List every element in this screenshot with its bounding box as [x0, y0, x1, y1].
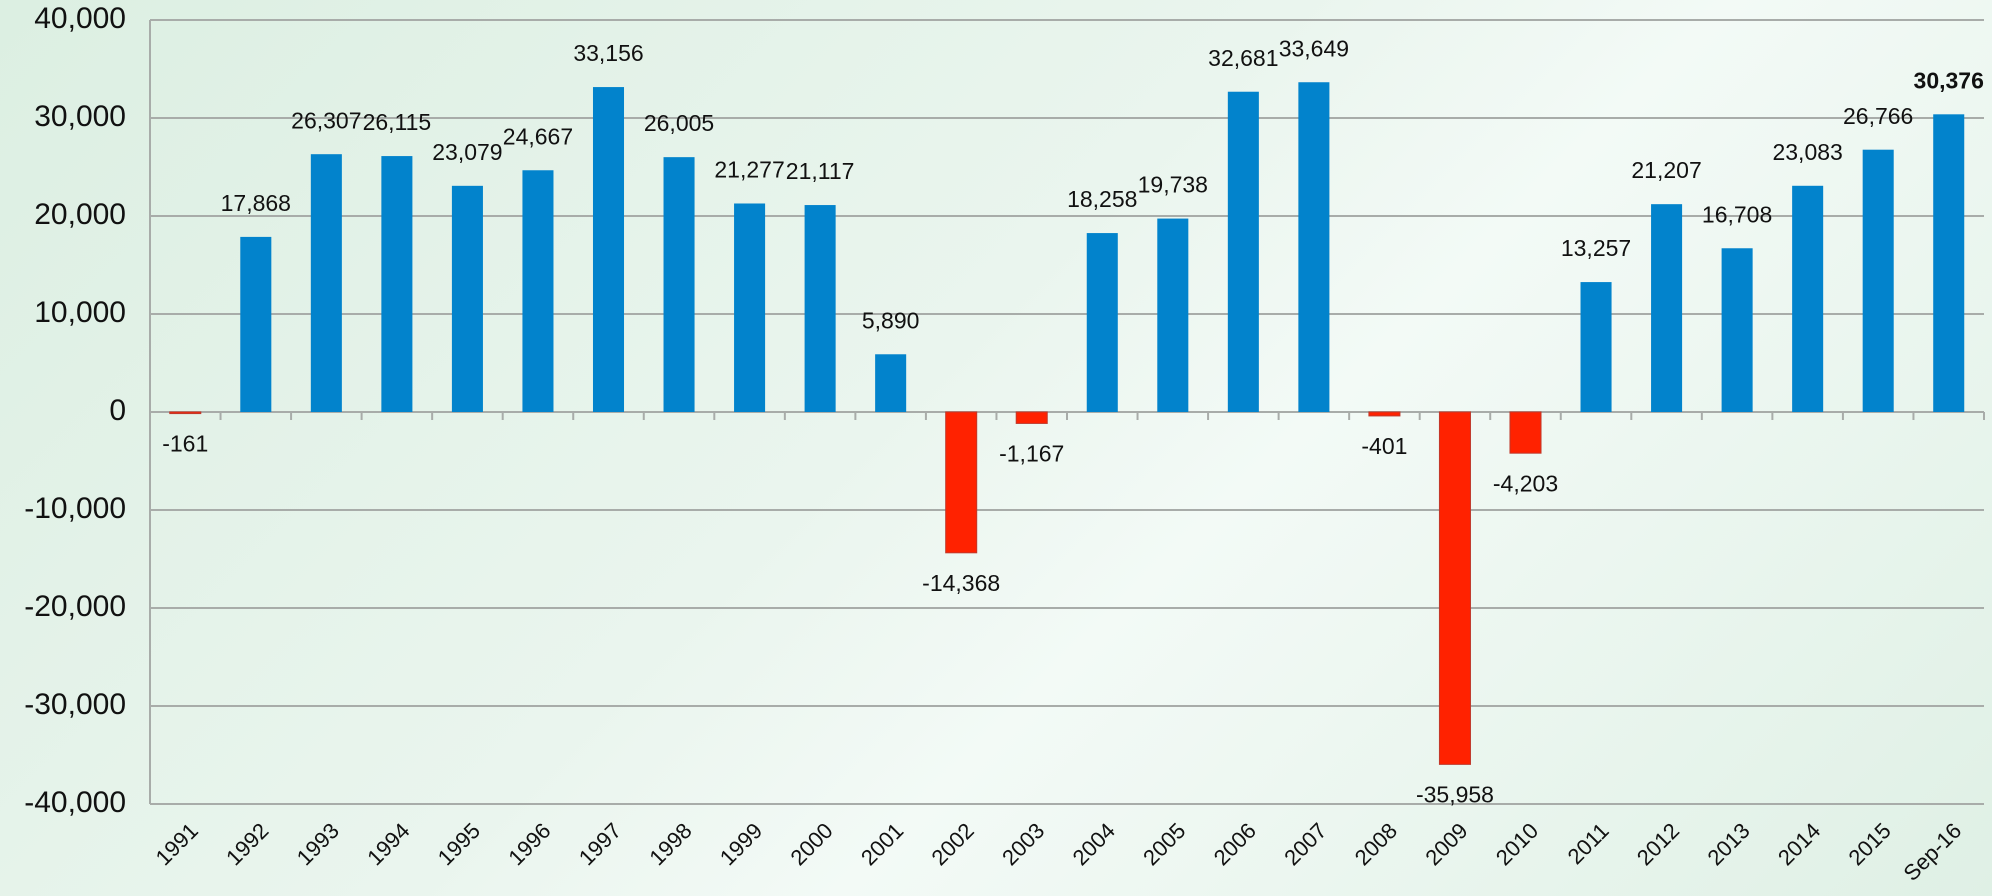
value-label: -4,203: [1493, 470, 1558, 496]
bar: [1086, 233, 1118, 412]
x-tick-label: 2002: [927, 818, 979, 870]
value-label: 23,083: [1772, 139, 1842, 165]
bar: [1298, 82, 1330, 412]
bar: [1157, 218, 1189, 412]
x-tick-label: 1999: [715, 818, 767, 870]
x-tick-label: Sep-16: [1899, 818, 1967, 886]
y-tick-label: -30,000: [24, 688, 126, 721]
value-label: -14,368: [922, 570, 1000, 596]
value-label: 13,257: [1561, 235, 1631, 261]
x-tick-label: 2015: [1844, 818, 1896, 870]
bar: [1368, 411, 1401, 417]
y-tick-label: 0: [109, 394, 126, 427]
bar: [451, 185, 483, 412]
value-label: 24,667: [503, 123, 573, 149]
bar: [169, 411, 202, 415]
y-tick-label: 20,000: [34, 198, 126, 231]
value-label: 21,117: [786, 158, 855, 184]
y-tick-label: 10,000: [34, 296, 126, 329]
value-label: -401: [1361, 433, 1407, 459]
x-tick-label: 2005: [1138, 818, 1190, 870]
x-tick-label: 2011: [1563, 818, 1614, 869]
x-tick-label: 1994: [362, 818, 414, 870]
bar: [663, 157, 695, 412]
value-label: 21,207: [1631, 157, 1701, 183]
x-tick-label: 1997: [574, 818, 626, 870]
bar: [1862, 149, 1894, 412]
x-tick-label: 2008: [1350, 818, 1402, 870]
value-label: 16,708: [1702, 201, 1772, 227]
value-label: 32,681: [1208, 45, 1278, 71]
x-tick-label: 1996: [503, 818, 555, 870]
bar: [381, 156, 413, 412]
x-tick-label: 1995: [433, 818, 485, 870]
bar: [945, 411, 978, 554]
value-label: 17,868: [221, 190, 291, 216]
bar: [1438, 411, 1471, 765]
bar: [1721, 248, 1753, 412]
value-label: 33,156: [573, 40, 643, 66]
value-label: 33,649: [1279, 35, 1349, 61]
bar: [1651, 204, 1683, 412]
value-label: 30,376: [1914, 67, 1984, 93]
bar: [875, 354, 907, 412]
bar: [734, 203, 766, 412]
x-tick-label: 2003: [997, 818, 1049, 870]
value-label: -1,167: [999, 441, 1064, 467]
bar: [1792, 185, 1824, 412]
bar: [1227, 91, 1259, 412]
x-tick-label: 2009: [1420, 818, 1472, 870]
value-label: 18,258: [1067, 186, 1137, 212]
bar: [240, 236, 272, 412]
value-label: 21,277: [714, 157, 784, 183]
bar: [522, 170, 554, 412]
bar: [804, 205, 836, 412]
bar: [592, 87, 625, 412]
y-tick-label: -40,000: [24, 786, 126, 819]
value-label: 26,005: [644, 110, 714, 136]
value-label: 26,766: [1843, 103, 1913, 129]
x-tick-label: 2012: [1632, 818, 1684, 870]
value-label: 23,079: [432, 139, 502, 165]
bar: [310, 154, 342, 412]
bar: [1015, 411, 1048, 424]
value-label: -35,958: [1416, 781, 1494, 807]
bar: [1580, 282, 1612, 412]
x-tick-label: 2007: [1279, 818, 1331, 870]
y-tick-label: 40,000: [34, 2, 126, 35]
x-tick-label: 1998: [644, 818, 696, 870]
x-tick-label: 2006: [1209, 818, 1261, 870]
x-tick-label: 2001: [856, 818, 908, 870]
y-tick-label: -10,000: [24, 492, 126, 525]
x-tick-label: 2013: [1702, 818, 1754, 870]
bar: [1933, 114, 1965, 413]
x-tick-label: 2010: [1491, 818, 1543, 870]
value-label: 26,115: [363, 109, 432, 135]
y-tick-label: 30,000: [34, 100, 126, 133]
x-tick-label: 1991: [151, 818, 203, 870]
value-label: 19,738: [1138, 172, 1208, 198]
x-tick-label: 1992: [221, 818, 273, 870]
y-tick-label: -20,000: [24, 590, 126, 623]
x-tick-label: 2004: [1068, 818, 1120, 870]
x-tick-label: 2000: [785, 818, 837, 870]
bar: [1509, 411, 1542, 454]
x-tick-label: 1993: [292, 818, 344, 870]
value-label: -161: [162, 431, 208, 457]
x-tick-label: 2014: [1773, 818, 1825, 870]
value-label: 5,890: [862, 307, 920, 333]
value-label: 26,307: [291, 107, 361, 133]
